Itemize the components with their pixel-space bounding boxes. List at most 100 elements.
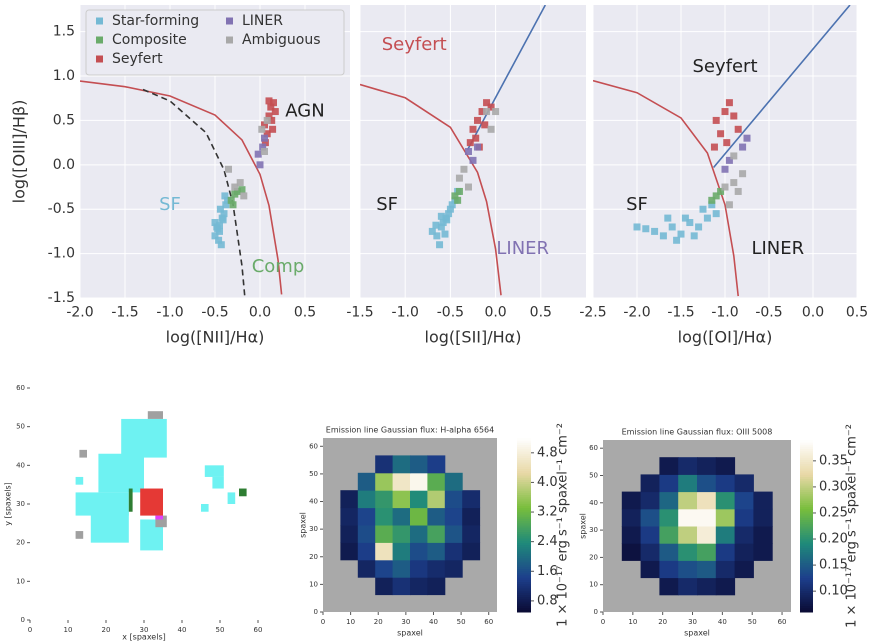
- annotation: LINER: [496, 238, 549, 259]
- x-tick-label: 0.5: [846, 304, 868, 320]
- x-tick-label: -1.0: [711, 304, 738, 320]
- colorbar-step: [517, 474, 531, 478]
- spaxel-block: [75, 492, 129, 516]
- point: [478, 108, 486, 116]
- colorbar-tick-label: 0.20: [819, 532, 848, 547]
- x-tick-label: 10: [346, 618, 355, 626]
- point: [487, 103, 495, 111]
- colorbar-tick-label: 3.2: [537, 505, 558, 520]
- colorbar-step: [800, 551, 813, 555]
- demarcation-line: [80, 80, 283, 295]
- colorbar-step: [517, 555, 531, 559]
- colorbar-step: [517, 446, 531, 450]
- map-cell: [375, 542, 394, 561]
- point: [225, 165, 232, 173]
- colorbar-label: 1 × 10⁻¹⁷ erg s⁻¹ spaxel⁻¹ cm⁻²: [845, 424, 860, 628]
- point: [216, 205, 224, 213]
- point: [673, 236, 681, 244]
- colorbar-step: [517, 511, 531, 515]
- colorbar-step: [800, 562, 813, 566]
- spaxel-block: [98, 453, 144, 493]
- colorbar-step: [517, 496, 531, 500]
- colorbar-step: [800, 528, 813, 531]
- colorbar-step: [800, 601, 813, 604]
- point: [730, 152, 738, 160]
- colorbar-step: [517, 598, 531, 602]
- point: [708, 196, 716, 204]
- colorbar-step: [800, 564, 813, 568]
- x-tick-label: -1.5: [346, 304, 373, 320]
- point: [721, 108, 729, 116]
- point: [455, 174, 463, 182]
- colorbar-step: [517, 503, 531, 506]
- point: [717, 130, 725, 138]
- colorbar-step: [800, 590, 813, 594]
- map-cell: [734, 508, 754, 527]
- colorbar-step: [800, 442, 813, 445]
- point: [739, 170, 747, 178]
- colorbar-step: [517, 490, 531, 493]
- plot-area: [593, 5, 851, 297]
- spaxel-block: [155, 515, 167, 528]
- y-tick-label: -1.0: [48, 246, 75, 262]
- colorbar-step: [800, 605, 813, 609]
- annotation: LINER: [751, 238, 804, 259]
- point: [464, 148, 472, 155]
- spaxel-block: [201, 504, 209, 512]
- map-cell: [734, 491, 754, 510]
- colorbar-step: [800, 575, 813, 579]
- colorbar-step: [800, 566, 813, 570]
- map-cell: [715, 543, 736, 561]
- y-axis-label: log([OIII]/Hβ): [10, 100, 29, 204]
- colorbar-step: [517, 540, 531, 543]
- colorbar-step: [800, 594, 813, 598]
- point: [642, 225, 650, 233]
- legend-label: Ambiguous: [242, 32, 320, 48]
- map-cell: [392, 542, 411, 561]
- colorbar-step: [517, 566, 531, 569]
- chart-title: Emission line Gaussian flux: OIII 5008: [622, 428, 773, 437]
- point: [469, 125, 477, 133]
- point: [474, 143, 482, 151]
- point: [238, 186, 246, 194]
- colorbar-step: [800, 584, 813, 587]
- x-tick-label: 50: [748, 618, 757, 626]
- spaxel-block: [140, 519, 163, 551]
- colorbar-step: [517, 457, 531, 461]
- map-cell: [462, 542, 481, 561]
- colorbar-step: [517, 590, 531, 593]
- y-tick-label: 50: [16, 423, 25, 431]
- colorbar-step: [800, 588, 813, 591]
- x-tick-label: 30: [688, 618, 697, 626]
- point: [451, 192, 459, 200]
- colorbar-step: [800, 607, 813, 611]
- colorbar-tick-label: 4.0: [537, 475, 558, 490]
- y-tick-label: 40: [16, 461, 25, 469]
- colorbar-step: [517, 505, 531, 509]
- colorbar-tick-label: 0.10: [819, 584, 848, 599]
- colorbar-step: [517, 577, 531, 580]
- plot-area: [80, 80, 283, 296]
- y-tick-label: 50: [309, 470, 318, 478]
- colorbar-step: [800, 489, 813, 493]
- x-axis-label: x [spaxels]: [122, 633, 165, 642]
- x-tick-label: 50: [216, 626, 225, 634]
- colorbar-step: [800, 526, 813, 529]
- x-tick-label: -0.5: [437, 304, 464, 320]
- colorbar-step: [800, 599, 813, 602]
- map-cell: [697, 457, 717, 475]
- point: [739, 143, 747, 151]
- y-tick-label: 10: [309, 580, 318, 588]
- colorbar-step: [517, 498, 531, 502]
- plot-area: [360, 5, 547, 296]
- map-cell: [392, 472, 411, 491]
- legend-label: LINER: [242, 13, 283, 29]
- colorbar-step: [800, 515, 813, 518]
- y-axis-label: y [spaxels]: [4, 482, 13, 525]
- colorbar-step: [517, 559, 531, 563]
- point: [721, 165, 729, 173]
- point: [651, 227, 659, 235]
- point: [428, 227, 436, 235]
- colorbar-step: [800, 541, 813, 544]
